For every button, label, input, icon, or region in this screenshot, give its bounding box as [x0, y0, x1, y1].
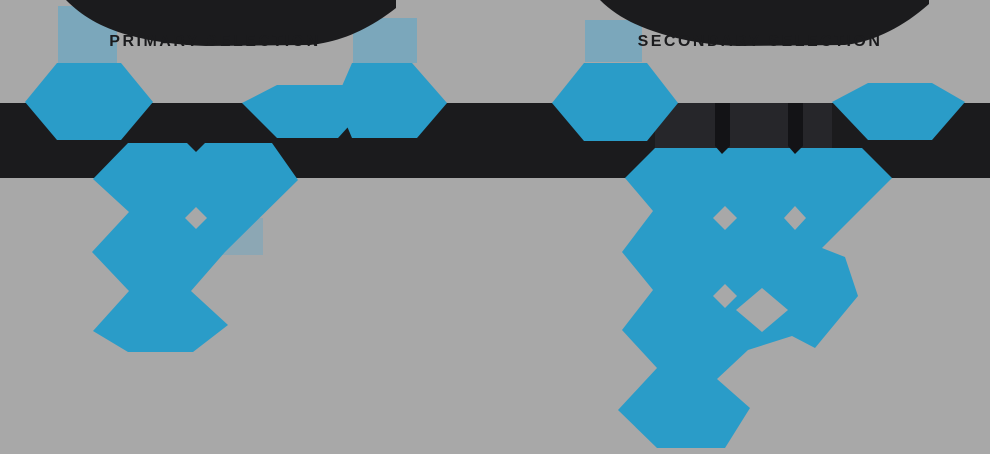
chain-hole	[784, 206, 806, 230]
divider-bar	[788, 103, 803, 154]
chain-hole	[713, 206, 737, 230]
connector-ribbon	[585, 20, 642, 62]
hexagon-node	[25, 63, 153, 140]
figure-primary: PRIMARY SELECTION	[25, 0, 447, 352]
chain-hole	[736, 288, 788, 332]
hexagon-node	[336, 63, 447, 138]
arrow-node	[242, 85, 348, 138]
figure-secondary: SECONDARY SELECTION	[552, 0, 965, 448]
hexagon-node	[832, 83, 965, 140]
banner-swoosh	[600, 0, 929, 46]
diamond-chain	[92, 143, 298, 352]
banner-swoosh	[66, 0, 396, 46]
figure-title: PRIMARY SELECTION	[109, 33, 320, 50]
chain-hole	[185, 207, 207, 229]
band-tab-strip	[655, 103, 832, 152]
figure-title: SECONDARY SELECTION	[638, 33, 883, 50]
divider-bar	[715, 103, 730, 154]
hexagon-node	[552, 63, 678, 141]
chain-hole	[713, 284, 737, 308]
